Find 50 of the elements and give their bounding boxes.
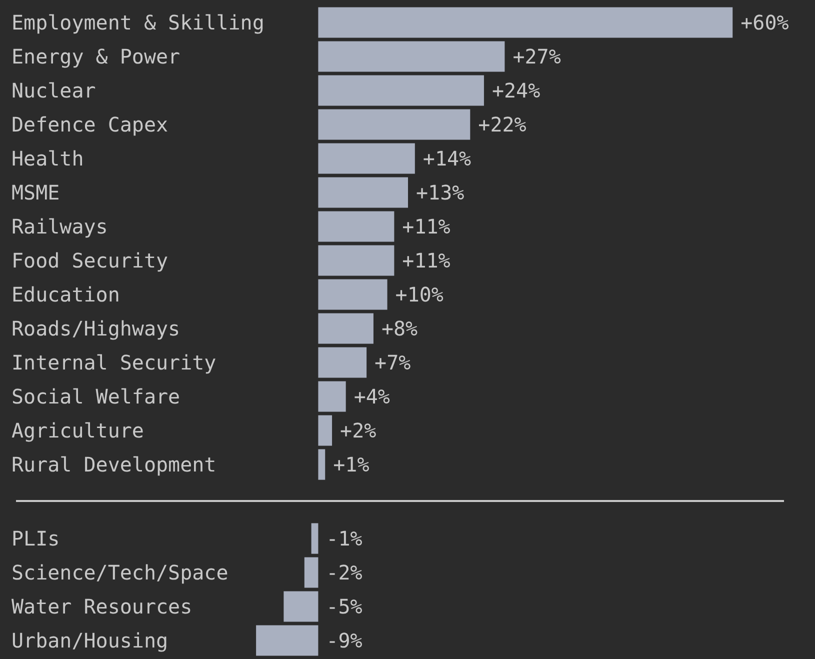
data-label: +2% [340,418,376,442]
bar [318,449,326,480]
data-label: +60% [740,10,789,34]
data-label: -9% [326,628,362,652]
y-tick-label: Urban/Housing [12,628,168,652]
y-tick-label: Agriculture [12,418,144,442]
data-label: +1% [333,452,370,476]
bar [318,381,346,412]
bar [318,313,374,344]
y-tick-label: Defence Capex [12,112,168,136]
data-label: +24% [492,78,540,102]
data-label: +4% [354,384,390,408]
bar [318,109,470,140]
y-tick-label: Water Resources [12,594,192,618]
bar [318,245,394,276]
data-label: +11% [402,214,450,238]
bar [318,41,505,72]
y-tick-label: Science/Tech/Space [12,560,228,584]
y-tick-label: Food Security [12,248,168,272]
y-tick-label: Social Welfare [12,384,180,408]
data-label: +11% [402,248,450,272]
y-tick-label: MSME [12,180,60,204]
data-label: +8% [381,316,418,340]
y-tick-label: Nuclear [12,78,96,102]
bar [318,211,394,242]
bar [318,7,733,38]
bar [318,177,408,208]
bar [318,415,332,446]
y-tick-label: Employment & Skilling [12,10,264,34]
y-tick-label: Roads/Highways [12,316,180,340]
y-tick-label: Railways [12,214,108,238]
data-label: +14% [422,146,472,170]
data-label: +22% [478,112,526,136]
bar [318,143,415,174]
y-tick-label: Internal Security [12,350,216,374]
y-tick-label: Energy & Power [12,44,180,68]
y-tick-label: Education [12,282,120,306]
data-label: -5% [326,594,362,618]
y-tick-label: Rural Development [12,452,216,476]
data-label: -2% [326,560,362,584]
data-label: +27% [512,44,561,68]
y-tick-label: Health [12,146,84,170]
data-label: -1% [326,526,362,550]
data-label: +13% [416,180,464,204]
bar [318,75,484,106]
bar [318,347,367,378]
y-tick-label: PLIs [12,526,60,550]
data-label: +7% [374,350,411,374]
data-label: +10% [395,282,444,306]
bar [318,279,388,310]
